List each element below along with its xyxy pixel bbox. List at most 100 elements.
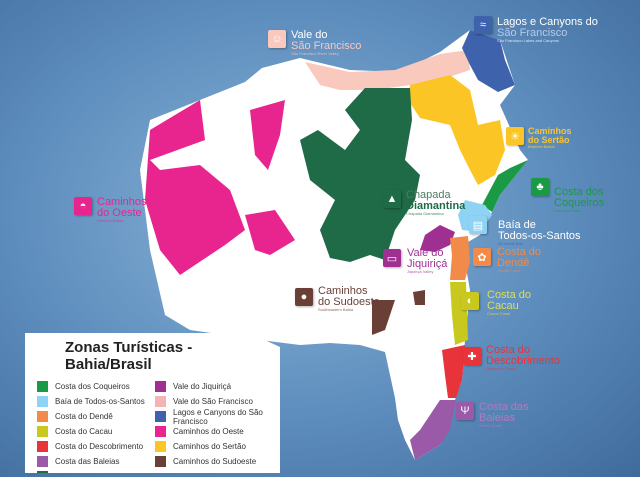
- label-line2: Dendê: [497, 257, 530, 269]
- flower-icon: ✿: [473, 248, 491, 266]
- legend-swatch: [155, 411, 166, 422]
- region-vale-jiquirica: [420, 225, 455, 252]
- landscape-icon: ◓: [74, 197, 92, 215]
- region-caminhos-sudoeste-1: [372, 300, 395, 335]
- legend-label: Caminhos do Sudoeste: [173, 457, 257, 466]
- legend-label: Caminhos do Sertão: [173, 442, 246, 451]
- label-caminhos-sudoeste[interactable]: Caminhos do Sudoeste Southeastern Bahia: [318, 286, 380, 312]
- label-line2: Diamantina: [406, 200, 466, 212]
- legend-label: Caminhos do Oeste: [173, 427, 244, 436]
- legend-label: Lagos e Canyons do São Francisco: [173, 407, 263, 426]
- legend-item: Costa do Dendê: [37, 409, 155, 424]
- label-line2: do Oeste: [97, 207, 142, 219]
- region-lagos-canyons: [462, 30, 515, 92]
- caravel-icon: ✚: [463, 347, 481, 365]
- label-line1: Caminhos: [97, 196, 147, 208]
- label-line2: São Francisco: [497, 27, 568, 39]
- region-caminhos-oeste-south: [245, 210, 295, 255]
- label-line1: Costa das: [479, 401, 529, 413]
- label-sub: Chapada Diamantina: [406, 211, 444, 216]
- label-costa-baleias[interactable]: Costa das Baleias Whale Coast: [479, 402, 529, 428]
- legend-swatch: [37, 441, 48, 452]
- label-costa-dende[interactable]: Costa do Dendê Dendê Coast: [497, 247, 541, 273]
- region-chapada-diamantina: [300, 88, 420, 262]
- carranca-icon: ☺: [268, 30, 286, 48]
- label-line1: Costa do: [486, 344, 531, 356]
- region-caminhos-sudoeste-2: [413, 290, 425, 305]
- label-line1: Lagos e Canyons do: [497, 16, 598, 28]
- label-sub: São Francisco Lakes and Canyons: [497, 38, 560, 43]
- legend-item: Caminhos do Oeste: [155, 424, 273, 439]
- legend-label: Baía de Todos-os-Santos: [55, 397, 145, 406]
- label-caminhos-sertao[interactable]: Caminhos do Sertão Eastern Bahia: [528, 127, 572, 149]
- label-line2: São Francisco: [291, 40, 362, 52]
- legend-label: Costa do Descobrimento: [55, 442, 144, 451]
- label-vale-jiquirica[interactable]: Vale do Jiquiriçá Jiquiriçá Valley: [407, 248, 447, 274]
- legend-item: Caminhos do Sertão: [155, 439, 273, 454]
- label-line2: Descobrimento: [486, 355, 560, 367]
- legend-columns: Costa dos Coqueiros Baía de Todos-os-Sant…: [37, 379, 280, 481]
- legend-label: Costa do Dendê: [55, 412, 113, 421]
- label-line1: Baía de: [498, 219, 536, 231]
- label-lagos-canyons[interactable]: Lagos e Canyons do São Francisco São Franc…: [497, 17, 598, 43]
- label-sub: Whale Coast: [479, 423, 502, 428]
- coffee-beans-icon: ●: [295, 288, 313, 306]
- whale-tail-icon: Ψ: [456, 402, 474, 420]
- label-baia-todos-santos[interactable]: Baía de Todos-os-Santos All Saints Bay: [498, 220, 581, 246]
- train-icon: ▭: [383, 249, 401, 267]
- legend-title: Zonas Turísticas - Bahia/Brasil: [65, 339, 193, 373]
- legend-swatch: [37, 411, 48, 422]
- region-costa-dende: [450, 236, 470, 280]
- legend-label: Vale do São Francisco: [173, 397, 253, 406]
- legend-label: Costa do Cacau: [55, 427, 113, 436]
- region-caminhos-sertao: [408, 75, 505, 185]
- legend-column: Costa dos Coqueiros Baía de Todos-os-Sant…: [37, 379, 155, 481]
- legend-swatch: [37, 381, 48, 392]
- label-sub: All Saints Bay: [498, 241, 523, 246]
- label-line2: do Sudoeste: [318, 296, 380, 308]
- region-costa-coqueiros: [482, 160, 528, 212]
- legend-item: Vale do São Francisco: [155, 394, 273, 409]
- label-sub: Coconut Coast: [554, 208, 581, 213]
- label-costa-cacau[interactable]: Costa do Cacau Cocoa Coast: [487, 290, 531, 316]
- legend-item: Costa do Descobrimento: [37, 439, 155, 454]
- label-line1: Costa do: [497, 246, 542, 258]
- label-line1: Vale do: [291, 29, 328, 41]
- label-line1: Costa do: [487, 289, 532, 301]
- legend-swatch: [155, 441, 166, 452]
- legend-item: Costa do Cacau: [37, 424, 155, 439]
- label-sub: Dendê Coast: [497, 268, 521, 273]
- legend-swatch: [37, 396, 48, 407]
- region-caminhos-oeste-main: [145, 100, 245, 275]
- region-costa-baleias: [410, 400, 456, 460]
- label-line1: Chapada: [406, 189, 451, 201]
- region-costa-descobrimento: [442, 345, 465, 398]
- label-caminhos-oeste[interactable]: Caminhos do Oeste Western Bahia: [97, 197, 147, 223]
- label-line2: do Sertão: [528, 135, 570, 145]
- cactus-sun-icon: ☀: [506, 127, 524, 145]
- label-vale-sao-francisco[interactable]: Vale do São Francisco São Francisco River …: [291, 30, 361, 56]
- label-sub: Jiquiriçá Valley: [407, 269, 434, 274]
- label-sub: Southeastern Bahia: [318, 307, 354, 312]
- label-sub: Cocoa Coast: [487, 311, 511, 316]
- legend-item: Costa dos Coqueiros: [37, 379, 155, 394]
- legend-label: Costa dos Coqueiros: [55, 382, 130, 391]
- label-line1: Vale do: [407, 247, 444, 259]
- legend-swatch: [155, 396, 166, 407]
- label-chapada-diamantina[interactable]: Chapada Diamantina Chapada Diamantina: [406, 190, 465, 216]
- label-line2: Todos-os-Santos: [498, 230, 581, 242]
- label-sub: Discovery Coast: [486, 366, 516, 371]
- legend-label: Chapada Diamantina: [55, 472, 131, 481]
- region-vale-sao-francisco: [305, 50, 470, 90]
- label-costa-coqueiros[interactable]: Costa dos Coqueiros Coconut Coast: [554, 187, 604, 213]
- legend-label: Vale do Jiquiriçá: [173, 382, 232, 391]
- legend-item: Caminhos do Sudoeste: [155, 454, 273, 469]
- legend-item: Chapada Diamantina: [37, 469, 155, 481]
- label-line1: Costa dos: [554, 186, 604, 198]
- label-sub: Western Bahia: [97, 218, 124, 223]
- label-sub: Eastern Bahia: [528, 144, 555, 149]
- label-costa-descobrimento[interactable]: Costa do Descobrimento Discovery Coast: [486, 345, 560, 371]
- label-line2: Cacau: [487, 300, 519, 312]
